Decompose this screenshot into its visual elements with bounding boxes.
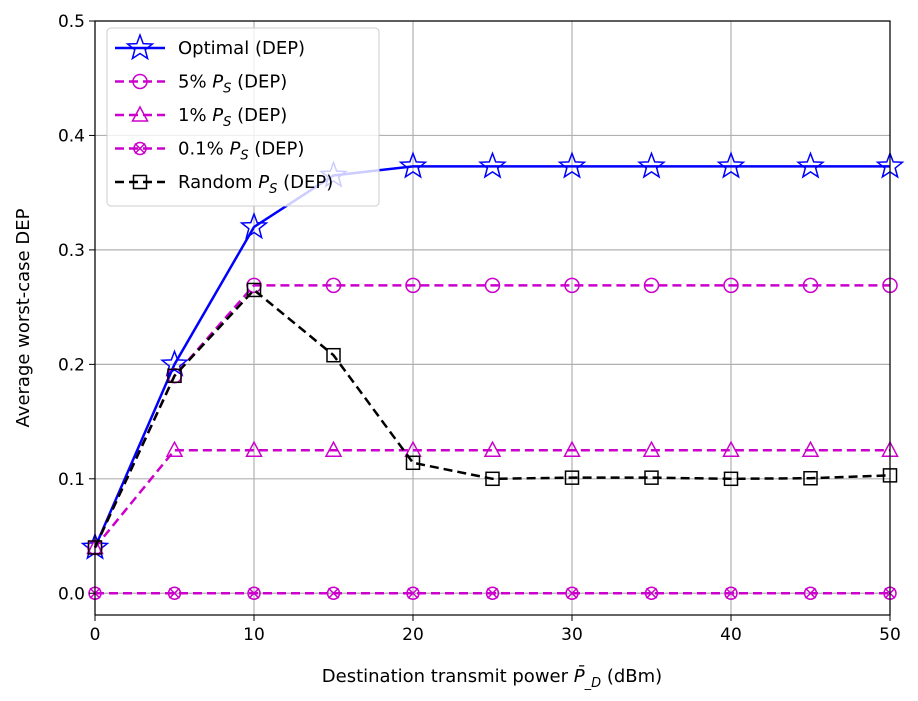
series-4 [87,282,898,555]
legend: Optimal (DEP) 5% PS (DEP) 1% PS (DEP) 0.1% … [106,27,380,207]
x-marker [168,587,181,599]
x-tick-label: 50 [879,625,901,645]
x-circle-marker [167,586,182,601]
legend-label: 0.1% PS (DEP) [178,139,304,164]
triangle-marker [563,440,581,457]
x-marker [327,587,340,599]
x-circle-marker [803,586,818,601]
square-marker [723,471,739,487]
y-tick-label: 0.3 [58,241,85,261]
legend-label: Optimal (DEP) [178,38,305,59]
star-marker [557,151,587,179]
x-marker [725,587,737,599]
square-marker [405,455,421,471]
square-marker [644,470,659,485]
x-circle-marker [724,586,738,601]
star-marker [478,151,507,179]
circle-marker [802,277,819,294]
square-marker [132,174,148,190]
star-marker [796,151,825,179]
x-tick-label: 30 [561,625,583,645]
x-marker [566,587,578,599]
square-marker [485,471,500,487]
x-circle-marker [644,586,659,601]
series-3 [88,586,897,601]
triangle-marker [483,440,502,457]
square-marker [167,368,182,384]
square-marker [803,470,818,486]
y-tick-label: 0.4 [58,126,85,146]
x-tick-label: 40 [720,625,742,645]
circle-marker [132,73,148,90]
x-tick-label: 0 [90,625,101,645]
x-circle-marker [565,586,579,601]
plot-frame [94,20,891,616]
x-tick-label: 20 [402,625,424,645]
circle-marker [405,277,421,294]
circle-marker [484,277,501,294]
series-line [93,288,891,548]
y-tick-label: 0.1 [58,470,85,490]
ticks: 0 10 20 30 40 50 0.0 0.1 0.2 0.3 0.4 0.5 [58,12,901,645]
square-marker [326,347,341,363]
star-marker [637,151,666,179]
legend-label: 1% PS (DEP) [178,105,287,130]
triangle-marker [245,440,263,457]
star-marker [125,32,155,61]
triangle-marker [324,440,343,457]
circle-marker [325,277,342,294]
series-line [94,448,890,549]
legend-label: 5% PS (DEP) [178,72,287,97]
triangle-marker [801,440,820,457]
x-marker [407,587,419,599]
y-axis-label: Average worst-case DEP [13,208,34,427]
circle-marker [564,277,580,294]
circle-marker [723,277,739,294]
series-2 [86,440,899,555]
x-marker [645,587,658,599]
y-tick-label: 0.0 [58,584,85,604]
square-marker [246,282,262,298]
x-tick-label: 10 [243,625,265,645]
series-line [93,165,890,548]
triangle-marker [642,440,661,457]
x-marker [134,142,146,155]
circle-marker [643,277,660,294]
x-circle-marker [406,586,420,601]
star-marker [716,151,746,179]
y-tick-label: 0.2 [58,355,85,375]
x-circle-marker [326,586,341,601]
triangle-marker [722,440,740,457]
x-marker [804,587,817,599]
x-marker [248,587,260,599]
triangle-marker [131,105,149,122]
x-axis-label: Destination transmit power P̄_D (dBm) [322,665,662,691]
star-marker [398,151,428,179]
series-0 [80,151,905,560]
legend-label: Random PS (DEP) [178,172,333,197]
x-marker [486,587,499,599]
x-circle-marker [485,586,500,601]
square-marker [564,470,580,485]
y-tick-label: 0.5 [58,12,85,32]
x-circle-marker [247,586,261,601]
series-line [93,284,890,548]
triangle-marker [165,440,184,457]
x-circle-marker [133,141,147,156]
series-1 [87,277,898,556]
star-marker [239,211,269,240]
series-group [80,151,905,601]
